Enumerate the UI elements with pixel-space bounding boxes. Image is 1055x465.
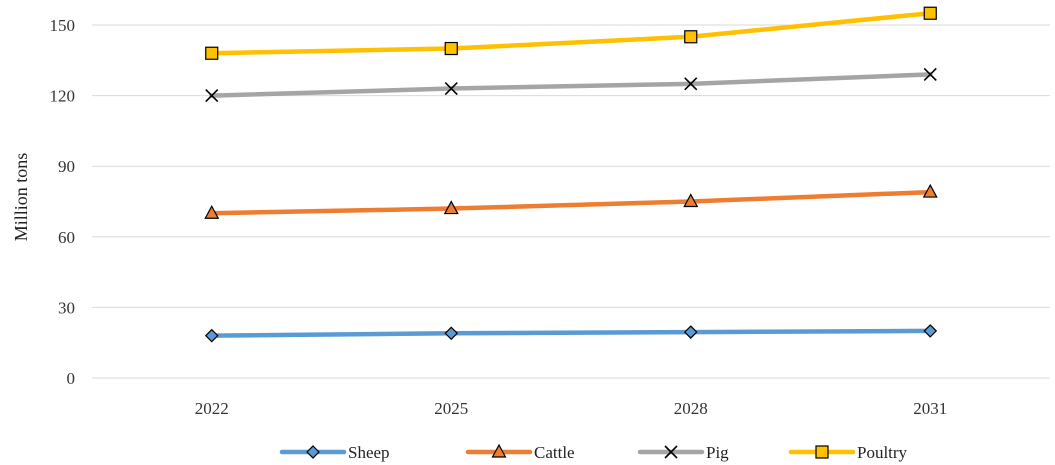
y-tick-label: 60 — [58, 228, 75, 247]
legend-item-cattle: Cattle — [465, 443, 575, 462]
gridlines — [92, 24, 1050, 379]
y-tick-label: 0 — [67, 369, 76, 388]
series-line-sheep — [209, 328, 933, 338]
legend: Sheep Cattle Pig Poultry — [279, 443, 908, 462]
legend-label: Poultry — [857, 443, 908, 462]
y-axis-ticks: 0 30 60 90 120 150 — [50, 16, 76, 388]
data-point-sheep — [444, 326, 459, 341]
data-point-sheep — [923, 324, 938, 338]
legend-item-poultry: Poultry — [788, 443, 908, 462]
y-axis-title: Million tons — [11, 153, 31, 242]
legend-marker-cattle — [491, 443, 507, 458]
x-tick-label: 2022 — [195, 399, 229, 418]
data-point-cattle — [683, 193, 699, 208]
legend-item-pig: Pig — [637, 443, 729, 462]
x-tick-label: 2025 — [434, 399, 468, 418]
data-point-pig — [923, 67, 937, 81]
x-tick-label: 2028 — [674, 399, 708, 418]
data-point-pig — [205, 89, 219, 103]
legend-label: Cattle — [534, 443, 575, 462]
y-tick-label: 150 — [50, 16, 76, 35]
series-pig — [205, 67, 937, 103]
series-cattle — [204, 183, 938, 219]
series-poultry — [205, 6, 937, 60]
legend-item-sheep: Sheep — [279, 443, 390, 462]
series-line-poultry — [209, 10, 933, 56]
y-tick-label: 90 — [58, 157, 75, 176]
y-tick-label: 30 — [58, 298, 75, 317]
data-point-cattle — [922, 183, 938, 198]
data-point-poultry — [205, 46, 219, 60]
data-point-sheep — [204, 328, 219, 343]
legend-label: Sheep — [348, 443, 390, 462]
data-point-cattle — [204, 205, 220, 219]
x-tick-label: 2031 — [913, 399, 947, 418]
data-point-poultry — [923, 6, 937, 20]
legend-marker-poultry — [815, 445, 829, 459]
series-line-cattle — [209, 189, 933, 216]
y-tick-label: 120 — [50, 87, 76, 106]
legend-label: Pig — [706, 443, 729, 462]
data-point-poultry — [684, 30, 698, 44]
data-point-sheep — [683, 325, 698, 339]
legend-marker-sheep — [306, 445, 320, 459]
series-layer — [204, 6, 938, 343]
data-point-pig — [444, 81, 458, 96]
x-axis-ticks: 2022 2025 2028 2031 — [195, 399, 948, 418]
data-point-cattle — [443, 200, 459, 215]
legend-marker-pig — [664, 445, 678, 459]
data-point-pig — [684, 77, 698, 91]
series-sheep — [204, 324, 938, 343]
data-point-poultry — [444, 41, 458, 56]
series-line-pig — [209, 72, 933, 98]
